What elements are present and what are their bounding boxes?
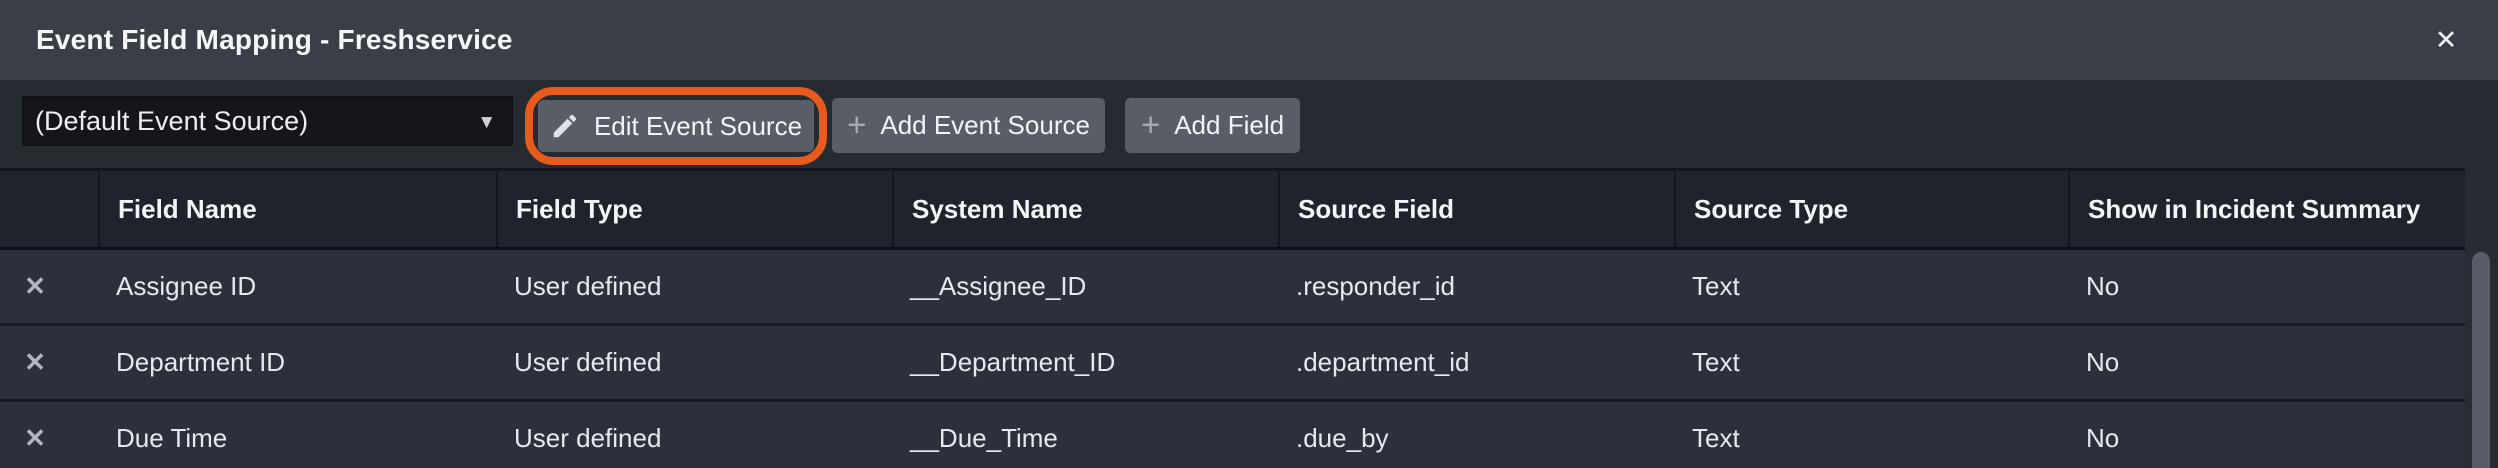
delete-cell: ✕ xyxy=(0,326,98,399)
delete-icon: ✕ xyxy=(24,271,46,301)
plus-icon: + xyxy=(1140,105,1161,143)
close-icon: ✕ xyxy=(2434,24,2458,55)
add-field-button[interactable]: + Add Field xyxy=(1125,98,1300,153)
table-row: ✕ Department ID User defined __Departmen… xyxy=(0,326,2465,402)
delete-cell: ✕ xyxy=(0,402,98,468)
dialog-title: Event Field Mapping - Freshservice xyxy=(36,24,513,55)
cell-source-type: Text xyxy=(1692,423,1740,453)
cell-system-name: __Department_ID xyxy=(910,347,1116,377)
cell-field-name: Assignee ID xyxy=(116,271,257,301)
dialog-titlebar: Event Field Mapping - Freshservice ✕ xyxy=(0,0,2498,80)
table-row: ✕ Assignee ID User defined __Assignee_ID… xyxy=(0,250,2465,326)
event-source-dropdown[interactable]: (Default Event Source) ▼ xyxy=(22,96,513,146)
edit-event-source-button[interactable]: Edit Event Source xyxy=(538,100,814,152)
header-field-name: Field Name xyxy=(98,171,496,247)
table-header-row: Field Name Field Type System Name Source… xyxy=(0,168,2465,250)
add-event-source-button[interactable]: + Add Event Source xyxy=(832,98,1105,153)
cell-system-name: __Due_Time xyxy=(910,423,1058,453)
close-button[interactable]: ✕ xyxy=(2420,0,2472,80)
cell-show-in-incident-summary: No xyxy=(2086,423,2120,453)
edit-event-source-label: Edit Event Source xyxy=(593,110,803,141)
header-source-field: Source Field xyxy=(1278,171,1674,247)
header-system-name: System Name xyxy=(892,171,1278,247)
header-show-in-incident-summary: Show in Incident Summary xyxy=(2068,171,2465,247)
cell-show-in-incident-summary: No xyxy=(2086,271,2120,301)
add-field-label: Add Field xyxy=(1174,110,1285,140)
event-source-dropdown-value: (Default Event Source) xyxy=(35,105,309,136)
cell-source-field: .department_id xyxy=(1296,347,1470,377)
header-field-type: Field Type xyxy=(496,171,892,247)
scrollbar-track[interactable] xyxy=(2465,168,2498,468)
cell-field-type: User defined xyxy=(514,347,662,377)
delete-row-button[interactable]: ✕ xyxy=(0,402,62,468)
table-main: Field Name Field Type System Name Source… xyxy=(0,168,2465,468)
delete-row-button[interactable]: ✕ xyxy=(0,326,62,399)
header-source-type: Source Type xyxy=(1674,171,2068,247)
cell-source-type: Text xyxy=(1692,271,1740,301)
scrollbar-thumb[interactable] xyxy=(2472,252,2490,468)
field-mapping-table: Field Name Field Type System Name Source… xyxy=(0,168,2498,468)
toolbar: (Default Event Source) ▼ Edit Event Sour… xyxy=(0,80,2498,168)
add-event-source-label: Add Event Source xyxy=(880,110,1090,140)
cell-source-field: .due_by xyxy=(1296,423,1389,453)
cell-source-field: .responder_id xyxy=(1296,271,1455,301)
annotation-highlight-ring: Edit Event Source xyxy=(525,87,827,165)
delete-icon: ✕ xyxy=(24,347,46,377)
chevron-down-icon: ▼ xyxy=(477,111,496,133)
cell-field-name: Department ID xyxy=(116,347,286,377)
delete-cell: ✕ xyxy=(0,250,98,323)
cell-field-type: User defined xyxy=(514,271,662,301)
cell-field-type: User defined xyxy=(514,423,662,453)
cell-source-type: Text xyxy=(1692,347,1740,377)
delete-icon: ✕ xyxy=(24,423,46,453)
header-delete-column xyxy=(0,171,98,247)
delete-row-button[interactable]: ✕ xyxy=(0,250,62,323)
cell-show-in-incident-summary: No xyxy=(2086,347,2120,377)
pencil-icon xyxy=(553,114,577,138)
cell-system-name: __Assignee_ID xyxy=(910,271,1087,301)
cell-field-name: Due Time xyxy=(116,423,228,453)
table-row: ✕ Due Time User defined __Due_Time .due_… xyxy=(0,402,2465,468)
plus-icon: + xyxy=(847,105,867,143)
